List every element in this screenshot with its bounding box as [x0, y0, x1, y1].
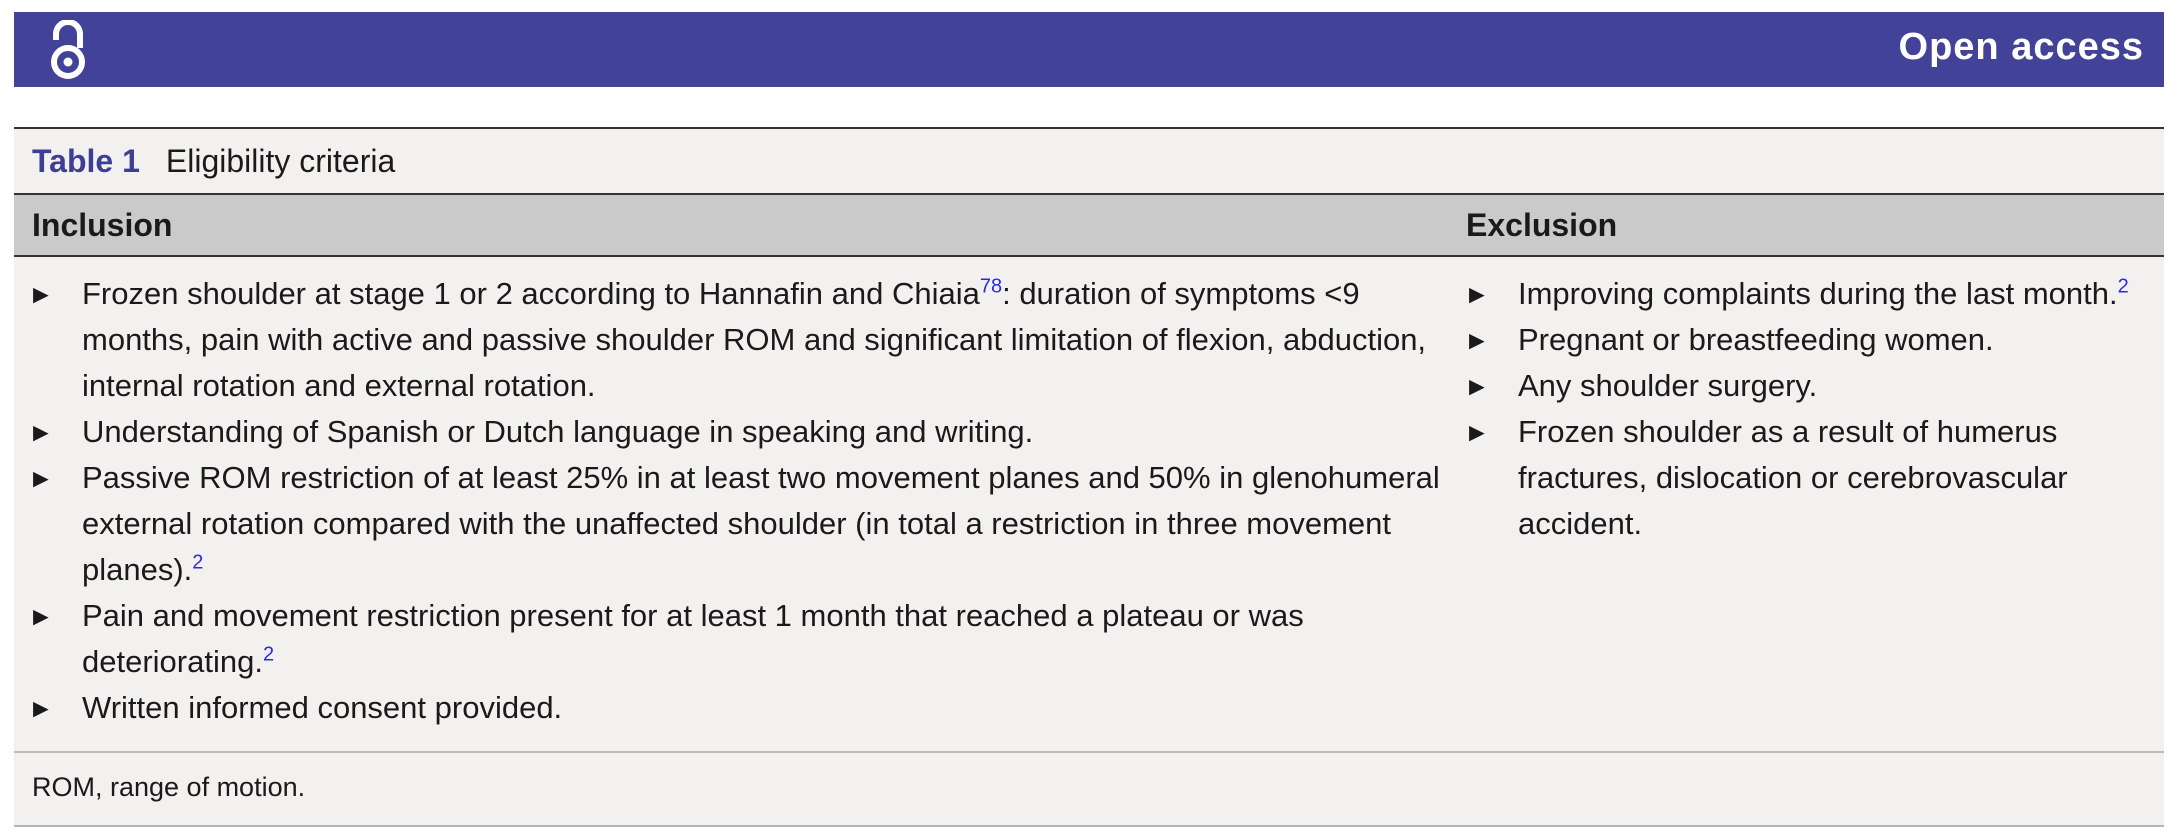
inclusion-list: ► Frozen shoulder at stage 1 or 2 accordi…	[14, 271, 1464, 731]
criterion-text: Written informed consent provided.	[82, 690, 563, 725]
table-title: Eligibility criteria	[165, 143, 396, 179]
exclusion-item-text: Improving complaints during the last mon…	[1518, 271, 2144, 317]
inclusion-item: ► Frozen shoulder at stage 1 or 2 accordi…	[28, 271, 1444, 409]
inclusion-item-text: Written informed consent provided.	[82, 685, 1444, 731]
criterion-text: Frozen shoulder at stage 1 or 2 accordin…	[82, 276, 980, 311]
bullet-triangle-icon: ►	[28, 601, 54, 631]
open-access-banner: Open access	[14, 12, 2164, 87]
criterion-text: Pain and movement restriction present fo…	[82, 598, 1304, 679]
bullet-triangle-icon: ►	[1464, 417, 1490, 447]
inclusion-item-text: Passive ROM restriction of at least 25% …	[82, 455, 1444, 593]
criterion-text: Pregnant or breastfeeding women.	[1518, 322, 1994, 357]
reference-link[interactable]: 2	[262, 643, 275, 666]
bullet-triangle-icon: ►	[1464, 279, 1490, 309]
bullet-triangle-icon: ►	[1464, 325, 1490, 355]
exclusion-item-text: Frozen shoulder as a result of humerus f…	[1518, 409, 2144, 547]
criterion-text: Frozen shoulder as a result of humerus f…	[1518, 414, 2068, 541]
criterion-text-continued: : duration of symptoms <9 months, pain w…	[82, 276, 1427, 403]
exclusion-item: ► Pregnant or breastfeeding women.	[1464, 317, 2144, 363]
inclusion-item-text: Understanding of Spanish or Dutch langua…	[82, 409, 1444, 455]
exclusion-list: ► Improving complaints during the last mo…	[1464, 271, 2154, 731]
bullet-triangle-icon: ►	[1464, 371, 1490, 401]
table-number: Table 1	[32, 143, 140, 179]
reference-link[interactable]: 2	[2117, 275, 2129, 298]
eligibility-table: Table 1 Eligibility criteria Inclusion Ex…	[14, 127, 2164, 827]
inclusion-item: ► Written informed consent provided.	[28, 685, 1444, 731]
exclusion-item: ► Any shoulder surgery.	[1464, 363, 2144, 409]
exclusion-item: ► Frozen shoulder as a result of humerus …	[1464, 409, 2144, 547]
inclusion-item-text: Frozen shoulder at stage 1 or 2 accordin…	[82, 271, 1444, 409]
inclusion-item: ► Pain and movement restriction present f…	[28, 593, 1444, 685]
table-body: ► Frozen shoulder at stage 1 or 2 accordi…	[14, 257, 2164, 751]
exclusion-item-text: Any shoulder surgery.	[1518, 363, 2144, 409]
inclusion-item: ► Understanding of Spanish or Dutch langu…	[28, 409, 1444, 455]
exclusion-item-text: Pregnant or breastfeeding women.	[1518, 317, 2144, 363]
reference-link[interactable]: 2	[192, 551, 204, 574]
criterion-text: Improving complaints during the last mon…	[1518, 276, 2118, 311]
open-access-lock-icon	[51, 20, 85, 79]
inclusion-item-text: Pain and movement restriction present fo…	[82, 593, 1444, 685]
header-inclusion: Inclusion	[32, 206, 173, 243]
inclusion-item: ► Passive ROM restriction of at least 25%…	[28, 455, 1444, 593]
bullet-triangle-icon: ►	[28, 693, 54, 723]
table-footnote: ROM, range of motion.	[14, 751, 2164, 825]
exclusion-item: ► Improving complaints during the last mo…	[1464, 271, 2144, 317]
bullet-triangle-icon: ►	[28, 463, 54, 493]
header-exclusion: Exclusion	[1466, 206, 1618, 243]
banner-title: Open access	[1898, 26, 2144, 68]
criterion-text: Passive ROM restriction of at least 25% …	[82, 460, 1440, 587]
table-header-row: Inclusion Exclusion	[14, 193, 2164, 257]
table-caption: Table 1 Eligibility criteria	[14, 129, 2164, 193]
criterion-text: Understanding of Spanish or Dutch langua…	[82, 414, 1034, 449]
bullet-triangle-icon: ►	[28, 279, 54, 309]
criterion-text: Any shoulder surgery.	[1518, 368, 1818, 403]
bullet-triangle-icon: ►	[28, 417, 54, 447]
reference-link[interactable]: 78	[979, 275, 1003, 298]
